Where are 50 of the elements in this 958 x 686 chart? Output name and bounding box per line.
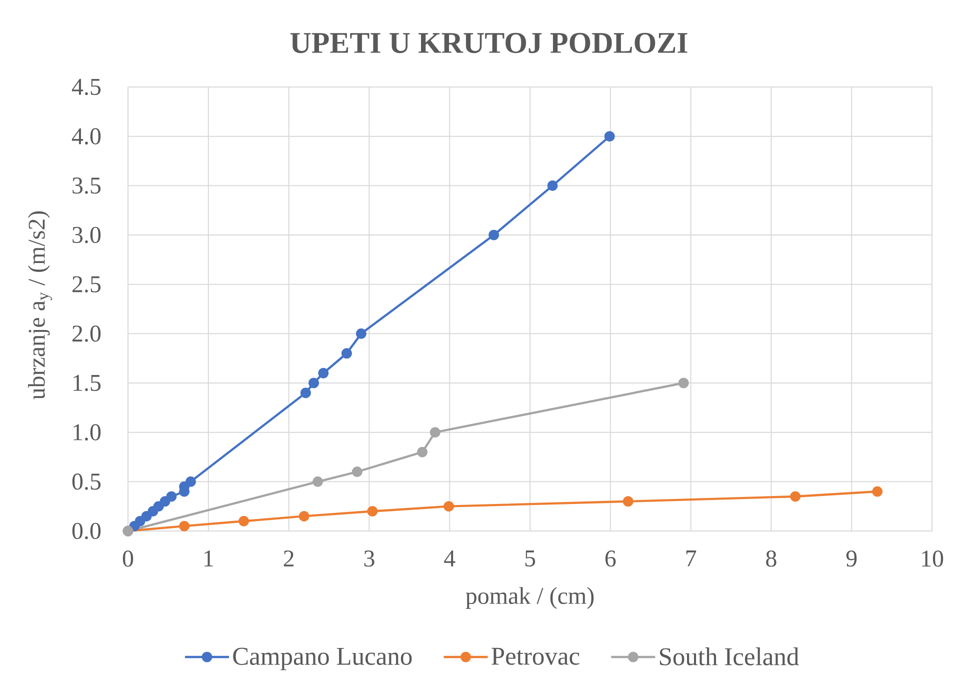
x-tick-label: 7	[686, 550, 696, 566]
y-tick-label: 2.0	[72, 326, 101, 342]
x-axis-title: pomak / (cm)	[466, 587, 594, 609]
point	[604, 131, 615, 142]
point	[300, 388, 311, 398]
point	[367, 506, 378, 517]
point	[298, 510, 310, 522]
y-tick-label: 3.0	[72, 226, 101, 244]
point	[179, 520, 190, 532]
chart-title: UPETI U KRUTOJ PODLOZI	[290, 32, 688, 54]
x-tick-label: 1	[204, 550, 213, 566]
legend-label: Campano Lucano	[233, 648, 412, 670]
point	[308, 378, 319, 388]
point	[238, 516, 250, 526]
y-tick-label: 2.5	[72, 276, 101, 292]
y-tick-label: 4.0	[72, 128, 101, 144]
point	[547, 180, 558, 191]
point	[352, 466, 362, 478]
point	[444, 501, 454, 512]
y-axis-title: ubrzanje a$_{y}$ / (m/s2)	[28, 211, 52, 400]
x-tick-label: 6	[605, 550, 616, 567]
legend-label: South Iceland	[660, 647, 799, 666]
point	[166, 491, 177, 502]
point	[622, 496, 634, 507]
y-tick-label: 0.0	[72, 522, 101, 540]
legend-label: Petrovac	[492, 648, 580, 665]
point	[417, 446, 428, 458]
point	[678, 378, 689, 388]
x-tick-label: 2	[284, 550, 294, 566]
x-tick-label: 4	[444, 550, 456, 566]
point	[185, 476, 196, 487]
point	[872, 486, 883, 497]
x-tick-label: 8	[766, 550, 776, 567]
y-tick-label: 0.5	[72, 474, 101, 490]
point	[318, 368, 329, 378]
point	[341, 348, 352, 359]
x-tick-label: 9	[846, 550, 857, 567]
y-tick-label: 1.5	[74, 374, 101, 392]
x-tick-label: 10	[922, 550, 944, 567]
x-tick-label: 5	[525, 550, 536, 566]
x-tick-label: 3	[364, 550, 374, 567]
y-tick-label: 4.5	[72, 78, 101, 96]
y-tick-label: 3.5	[72, 178, 101, 194]
y-tick-label: 1.0	[74, 424, 101, 440]
point	[312, 476, 323, 487]
point	[488, 230, 500, 240]
point	[430, 427, 440, 438]
point	[790, 491, 801, 502]
point	[356, 328, 366, 339]
x-tick-label: 0	[122, 550, 134, 567]
